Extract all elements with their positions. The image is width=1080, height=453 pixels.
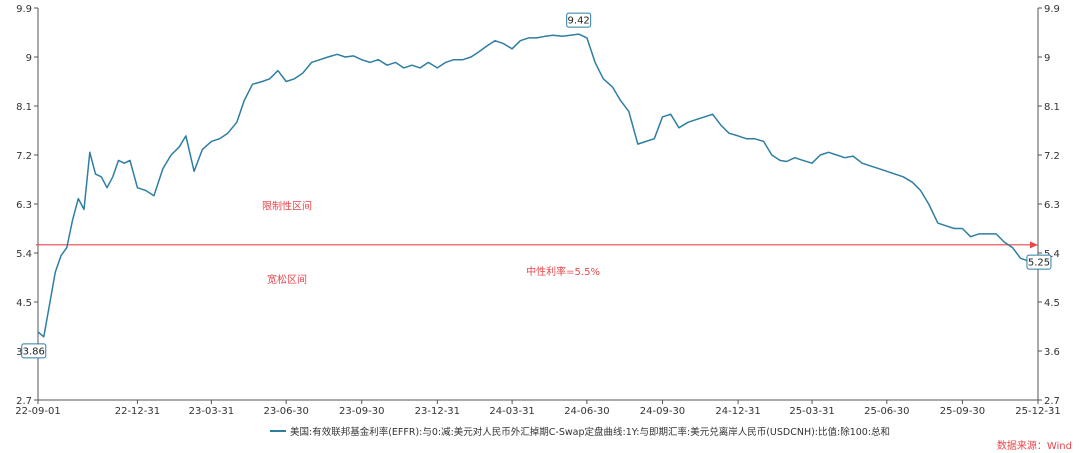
x-tick-label: 25-09-30 [940, 406, 985, 417]
y-tick-label-left: 5.4 [16, 249, 32, 260]
y-tick-label-left: 2.7 [16, 396, 32, 407]
y-tick-label-left: 9 [26, 53, 32, 64]
annotation-label: 宽松区间 [267, 273, 307, 286]
value-callout-box [1026, 254, 1052, 270]
reference-arrow [1030, 241, 1038, 249]
annotation-label: 限制性区间 [262, 199, 312, 212]
x-tick-label: 24-09-30 [640, 406, 685, 417]
x-tick-label: 25-03-31 [789, 406, 834, 417]
x-tick-label: 23-09-30 [339, 406, 384, 417]
value-callout-box [566, 12, 592, 28]
series-line [37, 33, 1039, 338]
value-callout-label: 5.25 [1028, 258, 1050, 269]
x-tick-label: 25-12-31 [1015, 406, 1060, 417]
y-tick-label-right: 2.7 [1044, 396, 1060, 407]
y-tick-label-right: 9.9 [1044, 4, 1060, 15]
y-tick-label-right: 4.5 [1044, 298, 1060, 309]
x-tick-label: 25-06-30 [864, 406, 909, 417]
value-callout-label: 9.42 [568, 16, 590, 27]
y-tick-label-left: 8.1 [16, 102, 32, 113]
legend[interactable]: 美国:有效联邦基金利率(EFFR):与0:减:美元对人民币外汇掉期C-Swap定… [270, 424, 890, 438]
x-tick-label: 24-12-31 [715, 406, 760, 417]
x-tick-label: 24-03-31 [489, 406, 534, 417]
x-tick-label: 23-03-31 [189, 406, 234, 417]
y-tick-label-right: 5.4 [1044, 249, 1060, 260]
value-callout-box [21, 343, 47, 359]
y-tick-label-left: 4.5 [16, 298, 32, 309]
y-tick-label-right: 8.1 [1044, 102, 1060, 113]
source-note: 数据来源：Wind [996, 441, 1072, 452]
legend-label: 美国:有效联邦基金利率(EFFR):与0:减:美元对人民币外汇掉期C-Swap定… [290, 427, 891, 438]
y-tick-label-right: 9 [1044, 53, 1050, 64]
legend-swatch [270, 430, 286, 432]
annotation-label: 中性利率=5.5% [526, 265, 600, 278]
value-callout-label: 3.86 [23, 346, 45, 357]
y-tick-label-right: 7.2 [1044, 151, 1060, 162]
x-tick-label: 23-12-31 [415, 406, 460, 417]
y-tick-label-left: 7.2 [16, 151, 32, 162]
y-tick-label-left: 9.9 [16, 4, 32, 15]
y-tick-label-left: 6.3 [16, 200, 32, 211]
x-tick-label: 22-09-01 [15, 406, 60, 417]
y-tick-label-right: 6.3 [1044, 200, 1060, 211]
x-tick-label: 22-12-31 [115, 406, 160, 417]
y-tick-label-right: 3.6 [1044, 347, 1060, 358]
x-tick-label: 24-06-30 [564, 406, 609, 417]
x-tick-label: 23-06-30 [263, 406, 308, 417]
